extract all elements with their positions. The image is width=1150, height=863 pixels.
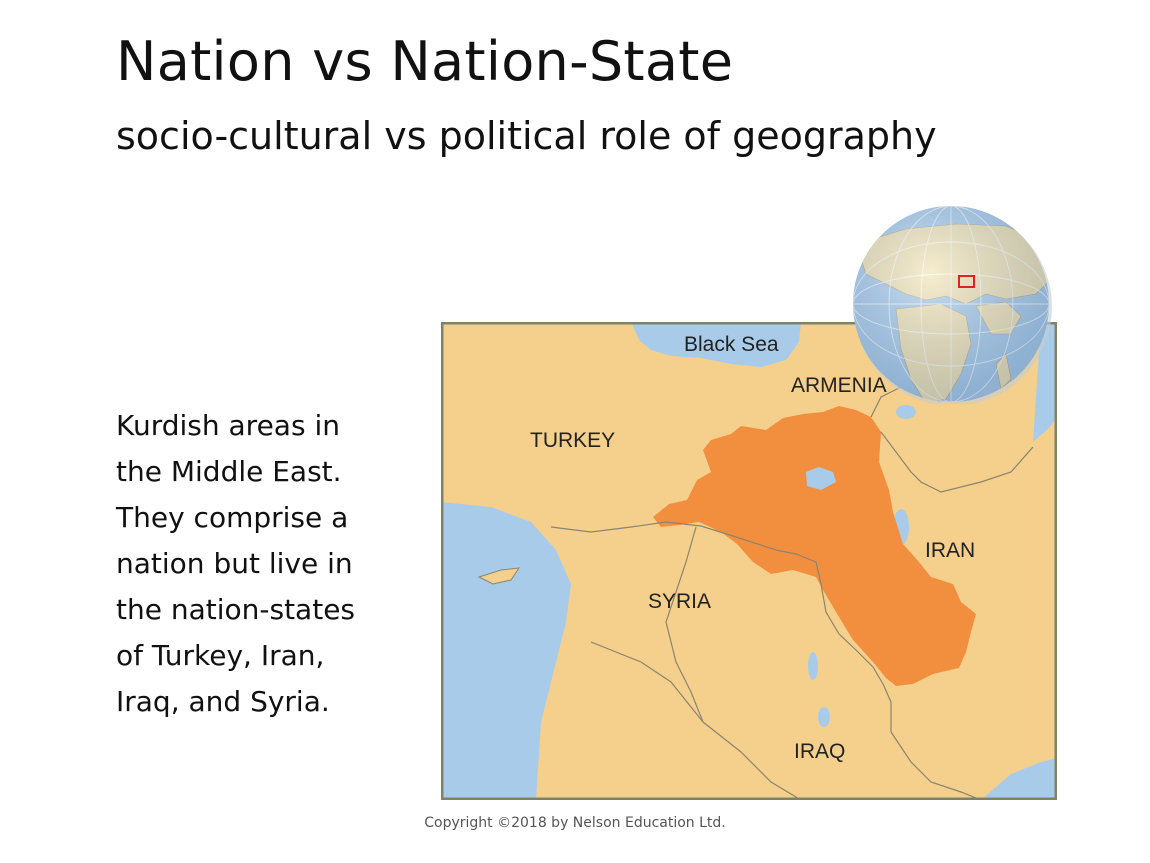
map-label-turkey: TURKEY	[530, 429, 615, 452]
map-frame	[441, 322, 1057, 800]
body-line: the Middle East.	[116, 455, 342, 488]
iraq-lake	[818, 707, 830, 727]
country-borders	[550, 381, 1034, 800]
map-label-iraq: IRAQ	[794, 740, 845, 763]
map-label-armenia: ARMENIA	[791, 374, 887, 397]
copyright-notice: Copyright ©2018 by Nelson Education Ltd.	[424, 815, 726, 831]
slide-subtitle: socio-cultural vs political role of geog…	[116, 114, 937, 158]
map-label-syria: SYRIA	[648, 590, 711, 613]
body-line: Iraq, and Syria.	[116, 685, 330, 718]
map-label-black-sea: Black Sea	[684, 333, 779, 356]
body-line: the nation-states	[116, 593, 356, 626]
body-line: They comprise a	[116, 501, 349, 534]
map-label-iran: IRAN	[925, 539, 975, 562]
slide-title: Nation vs Nation-State	[116, 30, 734, 93]
gulf-water	[981, 758, 1057, 800]
body-text: Kurdish areas in the Middle East. They c…	[116, 403, 406, 725]
lake-van	[806, 467, 836, 490]
black-sea-water	[631, 322, 801, 367]
mediterranean-water	[441, 502, 571, 800]
body-line: Kurdish areas in	[116, 409, 340, 442]
lake-sevan	[896, 405, 916, 419]
locator-globe	[853, 206, 1052, 404]
cyprus-island	[477, 567, 521, 585]
body-line: of Turkey, Iran,	[116, 639, 325, 672]
kurdish-area	[653, 406, 976, 686]
body-line: nation but live in	[116, 547, 353, 580]
iraq-lake	[808, 652, 818, 680]
locator-highlight-box	[958, 275, 975, 288]
